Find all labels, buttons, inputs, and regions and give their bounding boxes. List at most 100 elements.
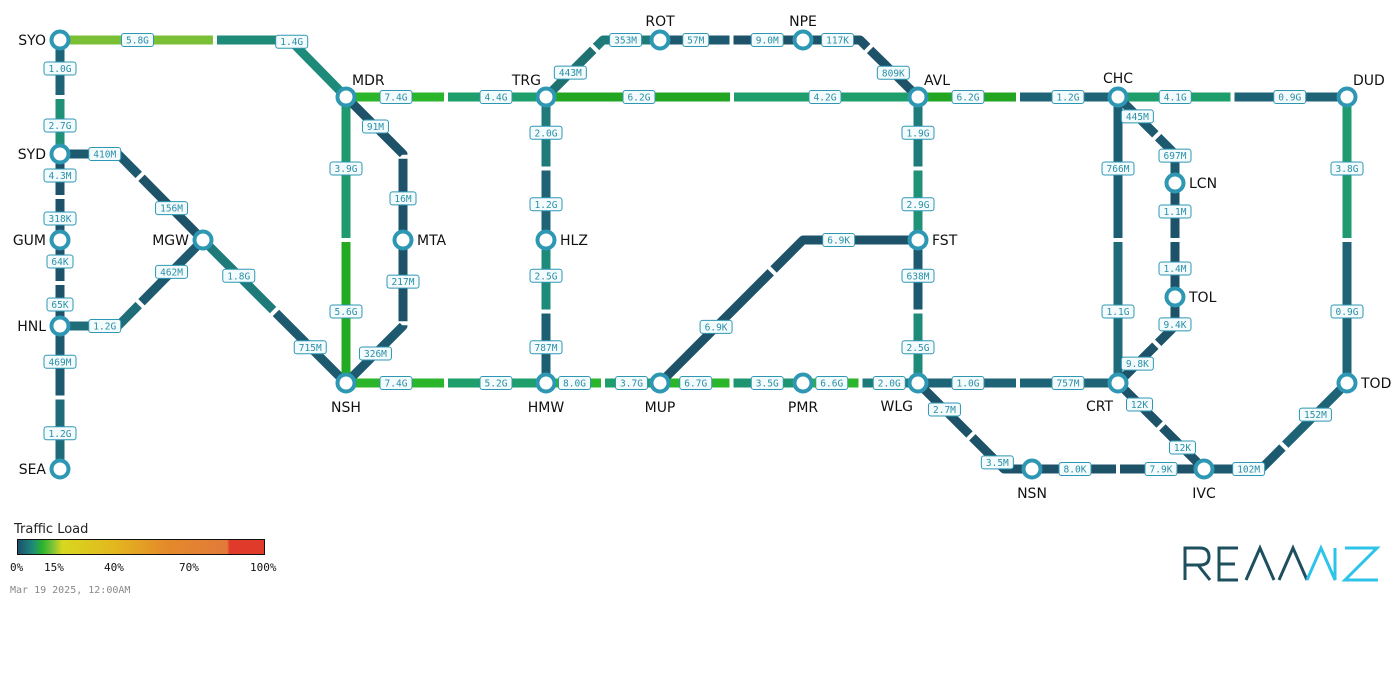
link-load-label: 91M — [361, 119, 389, 134]
node-mdr[interactable]: MDR — [335, 73, 385, 108]
node-syd[interactable]: SYD — [18, 143, 71, 165]
node-lcn[interactable]: LCN — [1164, 172, 1218, 194]
link-load-value: 7.4G — [385, 379, 408, 390]
link-wlg-nsn[interactable] — [914, 379, 1032, 474]
node-marker[interactable] — [49, 458, 71, 480]
node-mgw[interactable]: MGW — [152, 229, 214, 251]
link-half-b[interactable] — [770, 235, 918, 273]
node-marker[interactable] — [535, 86, 557, 108]
link-ivc-tod[interactable] — [1204, 379, 1351, 474]
node-mup[interactable]: MUP — [645, 372, 676, 417]
link-load-label: 2.0G — [529, 125, 563, 140]
node-sea[interactable]: SEA — [19, 458, 71, 480]
link-half-b[interactable] — [342, 321, 408, 387]
node-marker[interactable] — [649, 372, 671, 394]
node-marker[interactable] — [535, 372, 557, 394]
node-marker[interactable] — [192, 229, 214, 251]
link-load-label: 1.2G — [529, 197, 563, 212]
link-load-label: 65K — [46, 297, 74, 312]
node-npe[interactable]: NPE — [789, 14, 817, 51]
link-mup-fst[interactable] — [656, 235, 918, 387]
link-load-label: 697M — [1158, 148, 1192, 163]
node-mta[interactable]: MTA — [392, 229, 447, 251]
node-nsn[interactable]: NSN — [1017, 458, 1047, 503]
node-chc[interactable]: CHC — [1103, 71, 1133, 108]
link-load-value: 1.2G — [93, 322, 116, 333]
node-rot[interactable]: ROT — [645, 14, 675, 51]
node-marker[interactable] — [49, 315, 71, 337]
node-label: FST — [932, 233, 958, 249]
link-load-value: 638M — [907, 271, 930, 282]
node-marker[interactable] — [1021, 458, 1043, 480]
node-marker[interactable] — [335, 372, 357, 394]
node-gum[interactable]: GUM — [13, 229, 71, 251]
node-hmw[interactable]: HMW — [528, 372, 565, 417]
link-load-label: 3.5M — [980, 455, 1014, 470]
node-hlz[interactable]: HLZ — [535, 229, 588, 251]
link-load-label: 117K — [821, 33, 855, 47]
node-marker[interactable] — [1336, 372, 1358, 394]
link-load-label: 1.2G — [1051, 90, 1085, 104]
link-load-label: 443M — [553, 65, 587, 80]
link-load-label: 7.4G — [379, 90, 413, 104]
legend-tick: 100% — [250, 561, 277, 574]
link-half-a[interactable] — [342, 93, 408, 159]
node-syo[interactable]: SYO — [18, 29, 71, 51]
node-ivc[interactable]: IVC — [1192, 458, 1216, 503]
node-hnl[interactable]: HNL — [17, 315, 71, 337]
node-marker[interactable] — [1193, 458, 1215, 480]
link-load-value: 7.9K — [1150, 465, 1173, 476]
node-marker[interactable] — [1164, 172, 1186, 194]
node-trg[interactable]: TRG — [511, 73, 557, 108]
node-marker[interactable] — [49, 143, 71, 165]
node-marker[interactable] — [907, 229, 929, 251]
link-hnl-mgw[interactable] — [60, 236, 207, 331]
node-marker[interactable] — [792, 372, 814, 394]
legend-title: Traffic Load — [14, 522, 89, 537]
link-load-label: 6.2G — [622, 90, 656, 104]
node-dud[interactable]: DUD — [1336, 73, 1385, 108]
link-syd-mgw[interactable] — [60, 149, 207, 244]
node-marker[interactable] — [535, 229, 557, 251]
link-load-value: 16M — [394, 194, 411, 205]
node-marker[interactable] — [392, 229, 414, 251]
link-load-value: 318K — [49, 214, 72, 225]
link-load-label: 6.6G — [815, 376, 849, 390]
link-load-label: 353M — [609, 33, 643, 47]
node-marker[interactable] — [792, 29, 814, 51]
node-label: AVL — [924, 73, 950, 89]
node-nsh[interactable]: NSH — [331, 372, 361, 417]
node-marker[interactable] — [907, 86, 929, 108]
node-fst[interactable]: FST — [907, 229, 958, 251]
node-label: MDR — [352, 73, 385, 89]
node-crt[interactable]: CRT — [1086, 372, 1129, 416]
link-load-value: 3.7G — [620, 379, 643, 390]
link-load-label: 809K — [876, 65, 910, 80]
node-marker[interactable] — [649, 29, 671, 51]
link-load-label: 4.1G — [1158, 90, 1192, 104]
link-crt-ivc[interactable] — [1114, 379, 1208, 473]
node-marker[interactable] — [335, 86, 357, 108]
link-load-label: 318K — [43, 211, 77, 226]
node-avl[interactable]: AVL — [907, 73, 951, 108]
node-marker[interactable] — [1336, 86, 1358, 108]
link-load-label: 64K — [46, 254, 74, 269]
link-load-value: 6.2G — [957, 93, 980, 104]
node-marker[interactable] — [907, 372, 929, 394]
link-load-value: 1.4G — [280, 37, 303, 48]
link-load-value: 1.9G — [907, 128, 930, 139]
link-load-label: 3.8G — [1330, 161, 1364, 176]
traffic-load-legend: Traffic Load 0% 15% 40% 70% 100% Mar 19 … — [10, 522, 294, 596]
node-wlg[interactable]: WLG — [881, 372, 929, 416]
node-marker[interactable] — [1164, 286, 1186, 308]
node-marker[interactable] — [1107, 86, 1129, 108]
node-tol[interactable]: TOL — [1164, 286, 1217, 308]
node-marker[interactable] — [49, 29, 71, 51]
node-marker[interactable] — [49, 229, 71, 251]
link-load-label: 0.9G — [1330, 304, 1364, 319]
node-tod[interactable]: TOD — [1336, 372, 1392, 394]
node-marker[interactable] — [1107, 372, 1129, 394]
link-mgw-nsh[interactable] — [199, 236, 350, 387]
node-pmr[interactable]: PMR — [788, 372, 819, 417]
node-label: WLG — [881, 399, 914, 415]
